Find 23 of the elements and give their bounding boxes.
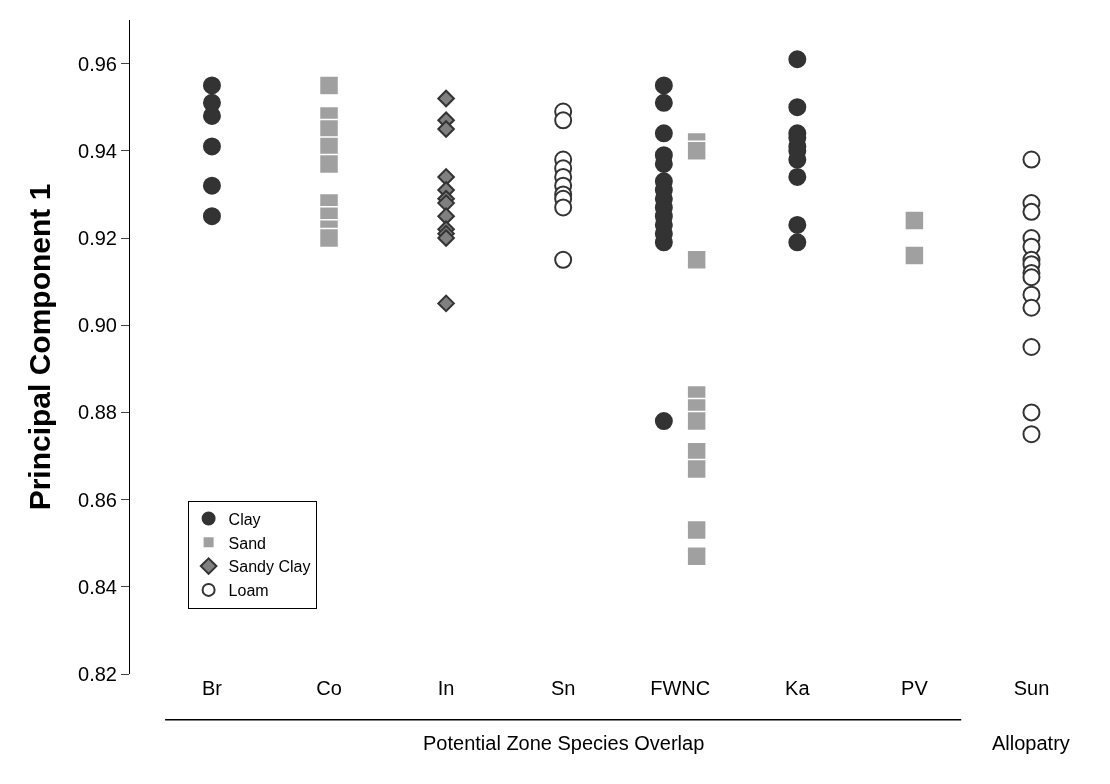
legend-label: Sand (228, 534, 266, 552)
y-tick-label: 0.92 (78, 227, 117, 249)
y-tick-label: 0.90 (78, 314, 117, 337)
y-tick-label: 0.86 (78, 488, 117, 511)
y-tick-label: 0.94 (78, 139, 117, 162)
text: Allopatry (992, 732, 1070, 754)
legend-label: Loam (228, 582, 269, 600)
text: Potential Zone Species Overlap (423, 732, 705, 754)
x-tick-label: Sun (1013, 677, 1050, 699)
x-tick-label: Co (316, 677, 342, 699)
legend-label: Clay (228, 510, 261, 528)
legend-label: Sandy Clay (228, 558, 311, 576)
x-tick-label: FWNC (650, 677, 711, 699)
y-tick-label: 0.96 (78, 52, 117, 75)
y-tick-label: 0.82 (78, 663, 117, 685)
x-tick-label: Br (201, 677, 223, 699)
y-tick-label: 0.88 (78, 401, 117, 424)
x-tick-label: In (437, 677, 455, 699)
x-tick-label: Sn (550, 677, 576, 699)
y-tick-label: 0.84 (78, 575, 117, 598)
x-tick-label: PV (901, 677, 929, 699)
x-tick-label: Ka (785, 677, 811, 699)
y-axis-title: Principal Component 1 (23, 183, 57, 511)
